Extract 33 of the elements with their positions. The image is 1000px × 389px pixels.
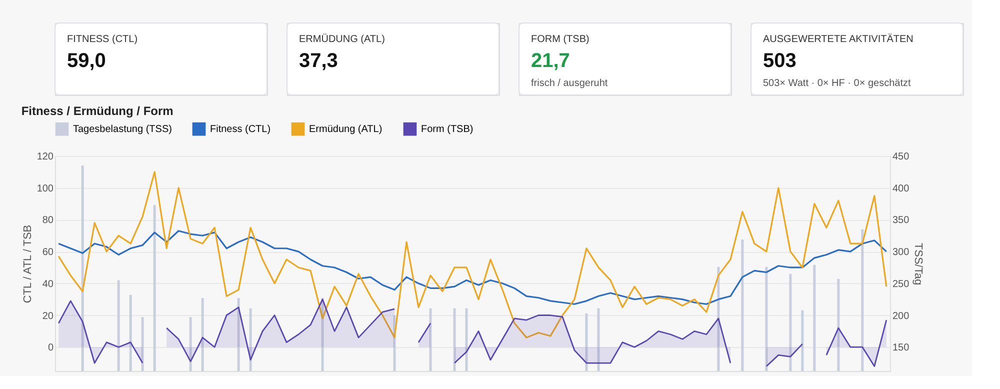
legend-label: Tagesbelastung (TSS) xyxy=(73,124,172,136)
y2-tick-label: 150 xyxy=(892,342,910,354)
y-axis-title: CTL / ATL / TSB xyxy=(22,224,34,304)
y2-tick-label: 400 xyxy=(892,183,910,194)
text: 37,3 xyxy=(299,50,338,72)
y2-tick-label: 450 xyxy=(892,152,910,162)
y-tick-label: 0 xyxy=(48,342,54,354)
legend-label: Ermüdung (ATL) xyxy=(309,124,382,136)
line-series xyxy=(58,230,888,305)
chart-title: Fitness / Ermüdung / Form xyxy=(21,104,174,118)
legend-label: Form (TSB) xyxy=(421,124,474,136)
y-tick-label: 40 xyxy=(42,278,54,290)
y2-tick-label: 300 xyxy=(892,247,910,258)
y2-tick-label: 200 xyxy=(892,310,910,322)
text: 503 xyxy=(763,50,796,72)
text: AUSGEWERTETE AKTIVITÄTEN xyxy=(763,33,914,45)
y-tick-label: 80 xyxy=(42,215,54,226)
y2-tick-label: 250 xyxy=(892,278,910,290)
text: FITNESS (CTL) xyxy=(67,34,138,45)
text: FORM (TSB) xyxy=(531,34,590,45)
text: 21,7 xyxy=(531,50,570,72)
y-tick-label: 100 xyxy=(36,183,54,194)
y-tick-label: 120 xyxy=(36,152,54,162)
y2-axis-title: TSS/Tag xyxy=(912,242,924,286)
text: 503× Watt · 0× HF · 0× geschätzt xyxy=(763,78,911,89)
text: 59,0 xyxy=(67,50,106,72)
line-series xyxy=(58,171,888,338)
text: ERMÜDUNG (ATL) xyxy=(299,33,385,45)
y-tick-label: 20 xyxy=(42,310,54,322)
y2-tick-label: 350 xyxy=(892,215,910,226)
text: frisch / ausgeruht xyxy=(531,78,608,89)
legend-label: Fitness (CTL) xyxy=(210,124,271,136)
y-tick-label: 60 xyxy=(42,247,54,258)
